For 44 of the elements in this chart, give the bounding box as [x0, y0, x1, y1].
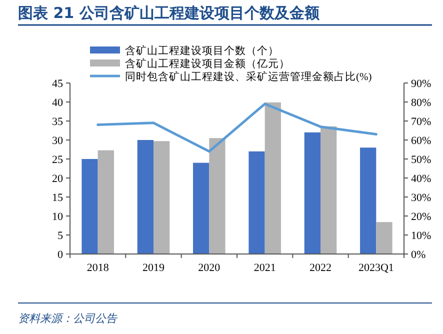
legend-label: 同时包含矿山工程建设、采矿运营管理金额占比(%): [125, 70, 372, 83]
y-tick-label: 25: [52, 154, 64, 166]
x-tick-label: 2019: [142, 262, 165, 274]
legend-label: 含矿山工程建设项目金额（亿元）: [125, 57, 290, 70]
y2-tick-label: 60%: [411, 135, 432, 147]
y-tick-label: 0: [58, 249, 64, 261]
y2-tick-label: 90%: [411, 78, 432, 90]
y2-tick-label: 40%: [411, 173, 432, 185]
line-series: [96, 102, 378, 153]
bar: [154, 141, 170, 254]
bar: [304, 132, 320, 254]
y2-tick-label: 20%: [411, 211, 432, 223]
bar: [209, 138, 226, 254]
bar: [376, 222, 392, 254]
bar: [82, 159, 98, 254]
text: 资料来源：公司公告: [18, 312, 118, 325]
y-tick-label: 45: [52, 78, 64, 90]
x-tick-label: 2022: [310, 262, 332, 274]
x-tick-label: 2021: [254, 262, 276, 274]
x-tick-label: 2023Q1: [358, 262, 394, 274]
y-tick-label: 30: [52, 135, 64, 147]
bar: [320, 126, 337, 254]
y-tick-label: 40: [52, 97, 64, 109]
y-tick-label: 15: [52, 192, 64, 204]
bar: [360, 148, 376, 254]
y-tick-label: 5: [58, 230, 64, 242]
y2-tick-label: 0%: [411, 249, 426, 261]
x-tick-label: 2018: [86, 262, 110, 274]
bar: [248, 151, 265, 254]
y2-tick-label: 70%: [411, 116, 432, 128]
y2-tick-label: 50%: [411, 154, 432, 166]
chart-title: 图表 21 公司含矿山工程建设项目个数及金额: [18, 4, 320, 22]
y-tick-label: 35: [52, 116, 64, 128]
y2-tick-label: 10%: [411, 230, 432, 242]
bar: [98, 150, 114, 254]
y2-tick-label: 30%: [411, 192, 432, 204]
legend-label: 含矿山工程建设项目个数（个）: [125, 44, 279, 57]
bar: [264, 102, 281, 254]
y2-tick-label: 80%: [411, 97, 432, 109]
y-tick-label: 20: [52, 173, 64, 185]
bar: [193, 162, 210, 254]
y-tick-label: 10: [52, 211, 64, 223]
x-tick-label: 2020: [198, 262, 221, 274]
bar: [137, 140, 154, 254]
